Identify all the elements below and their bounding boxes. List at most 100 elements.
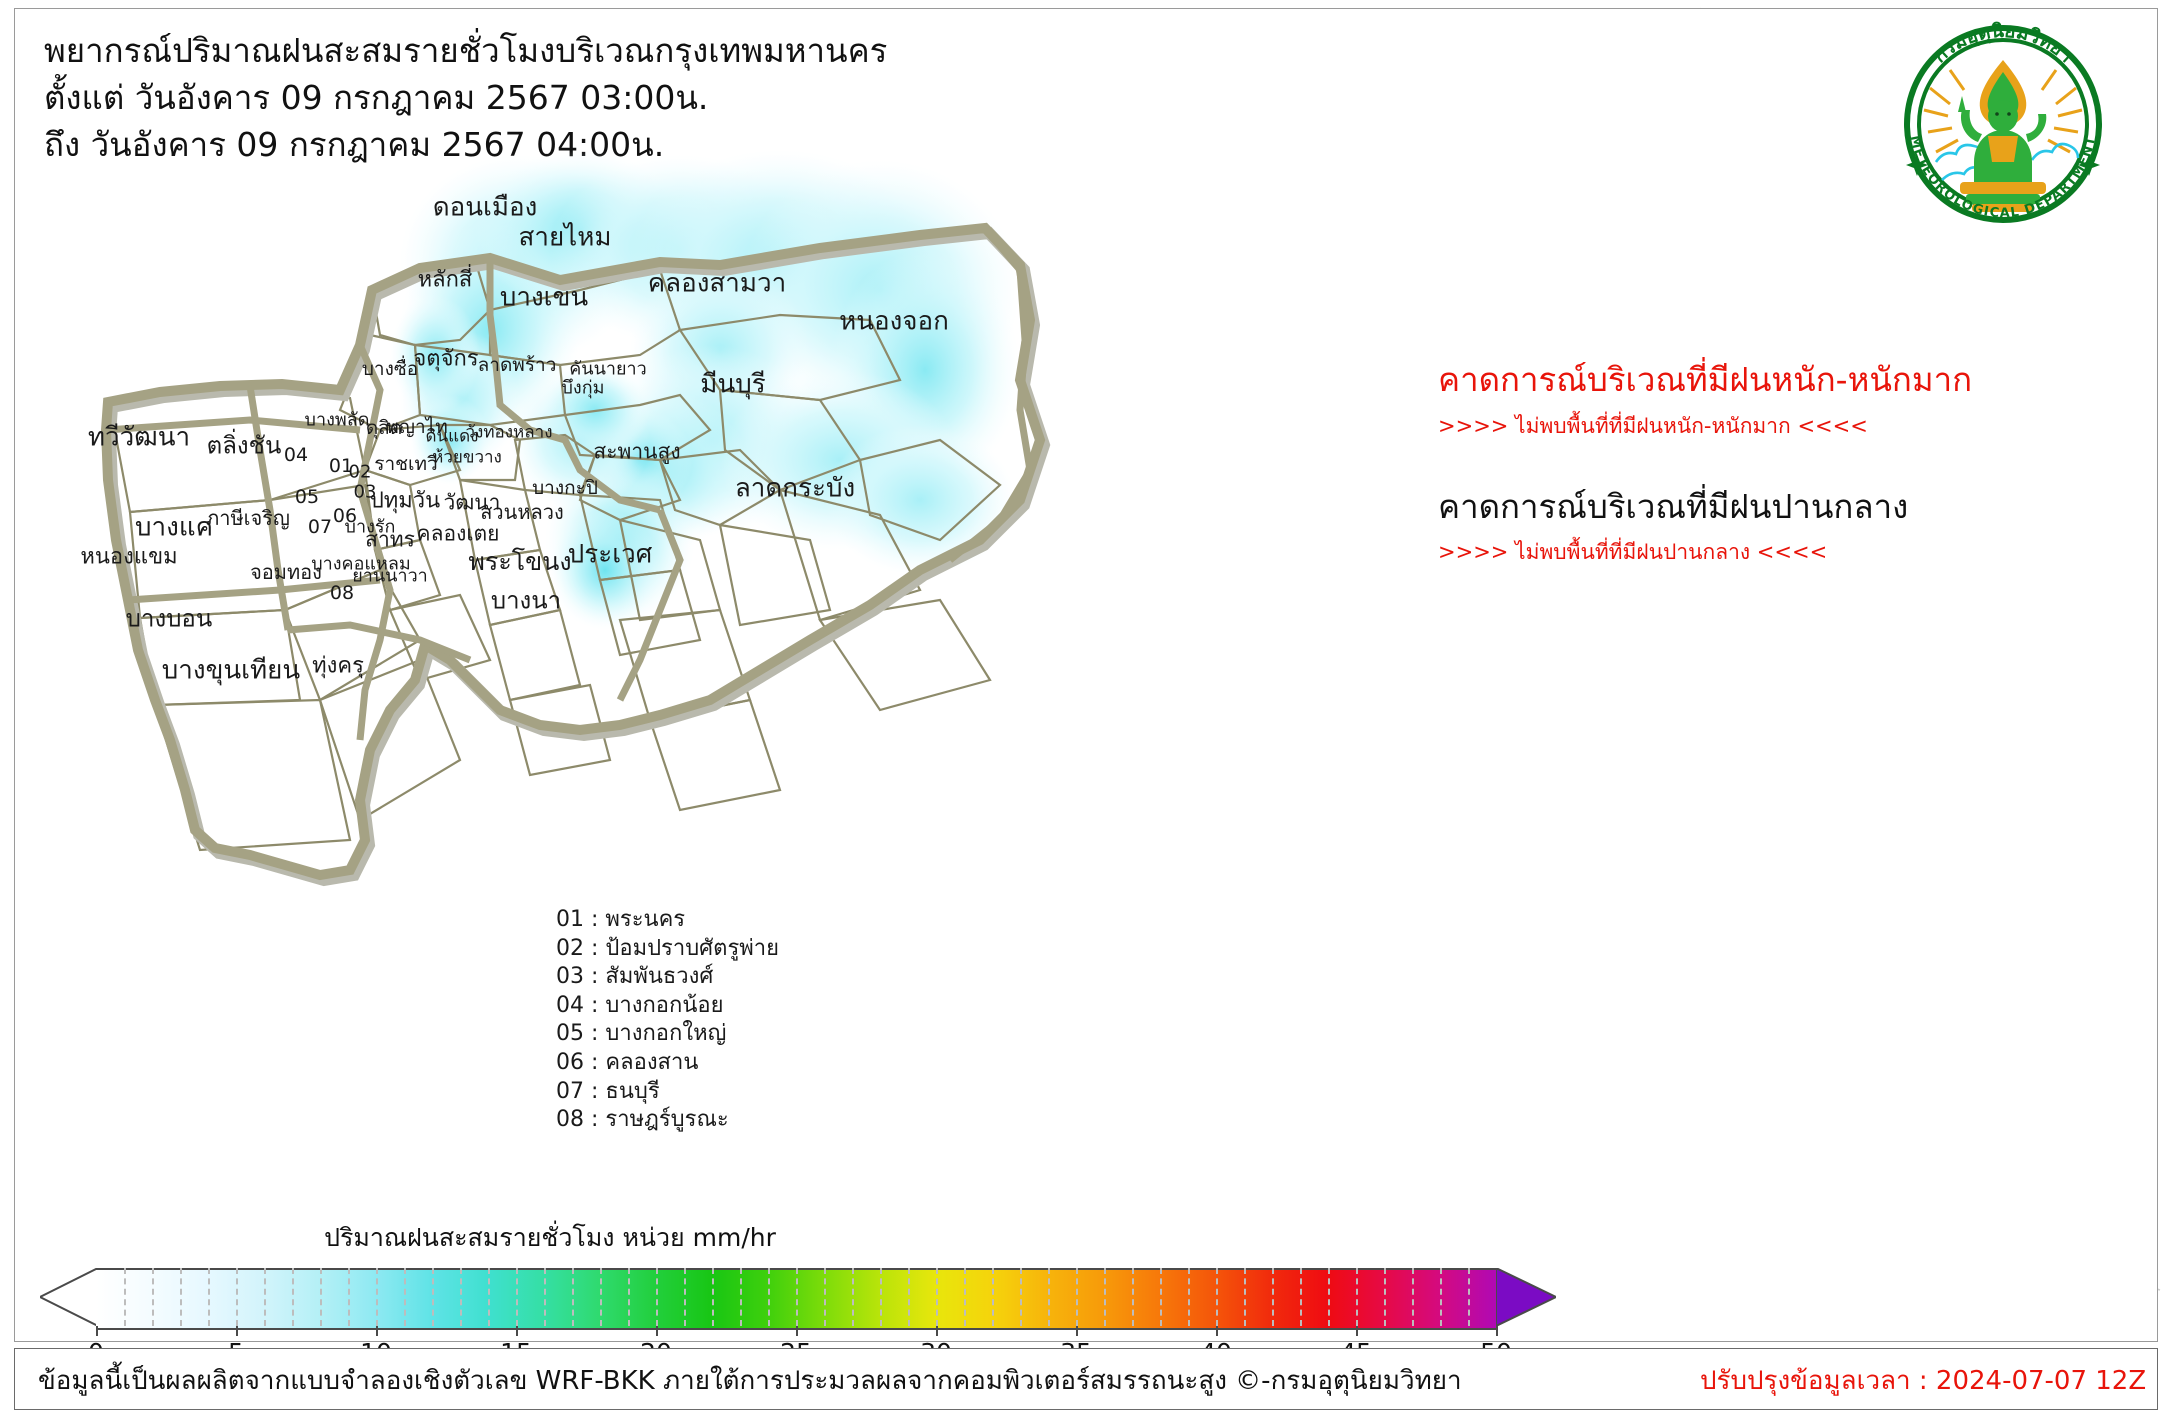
map-district-label: ราชเทวี xyxy=(374,453,438,475)
map-district-label: บางซื่อ xyxy=(361,358,419,380)
district-legend-name: คลองสาน xyxy=(605,1049,699,1075)
colorbar-minor-gridline xyxy=(1272,1268,1274,1326)
map-district-label: หลักสี่ xyxy=(417,267,473,293)
map-district-label: ดุสิต xyxy=(365,417,403,439)
colorbar-minor-gridline xyxy=(1384,1268,1386,1326)
colorbar-minor-gridline xyxy=(292,1268,294,1326)
district-legend-separator: : xyxy=(584,964,606,990)
colorbar-minor-gridline xyxy=(600,1268,602,1326)
map-district-label: พญาไท xyxy=(386,416,448,438)
colorbar-tick-mark xyxy=(1496,1326,1498,1336)
map-district-label: บางรัก xyxy=(344,516,396,538)
district-legend-code: 02 xyxy=(556,935,584,961)
map-district-label: 05 xyxy=(294,486,320,508)
colorbar-minor-gridline xyxy=(1412,1268,1414,1326)
map-district-label: บางคอแหลม xyxy=(311,553,411,575)
footer-credit: ข้อมูลนี้เป็นผลผลิตจากแบบจำลองเชิงตัวเลข… xyxy=(38,1366,1462,1396)
map-district-label: ดอนเมือง xyxy=(432,192,538,223)
district-legend-row: 03 : สัมพันธวงศ์ xyxy=(556,963,779,992)
colorbar-minor-gridline xyxy=(1076,1268,1078,1326)
colorbar-minor-gridline xyxy=(376,1268,378,1326)
district-legend-separator: : xyxy=(584,1049,606,1075)
colorbar-minor-gridline xyxy=(936,1268,938,1326)
map-district-label: ลาดพร้าว xyxy=(477,354,557,376)
map-district-label: วังทองหลาง xyxy=(465,422,553,443)
map-district-label: บางแค xyxy=(135,512,213,543)
district-legend-row: 01 : พระนคร xyxy=(556,906,779,935)
map-district-label: ห้วยขวาง xyxy=(432,447,502,468)
map-district-label: จอมทอง xyxy=(250,560,322,584)
map-district-label: ยานนาวา xyxy=(352,565,428,587)
colorbar-minor-gridline xyxy=(264,1268,266,1326)
map-district-label: ทวีวัฒนา xyxy=(87,422,191,453)
colorbar-minor-gridline xyxy=(1468,1268,1470,1326)
colorbar-minor-gridline xyxy=(404,1268,406,1326)
colorbar-minor-gridline xyxy=(544,1268,546,1326)
title-line-2: ตั้งแต่ วันอังคาร 09 กรกฎาคม 2567 03:00น… xyxy=(44,77,709,117)
map-district-label: ลาดกระบัง xyxy=(734,473,856,504)
colorbar-minor-gridline xyxy=(1188,1268,1190,1326)
forecast-info-panel: คาดการณ์บริเวณที่มีฝนหนัก-หนักมาก >>>> ไ… xyxy=(1438,360,2138,566)
heavy-rain-heading: คาดการณ์บริเวณที่มีฝนหนัก-หนักมาก xyxy=(1438,360,1973,399)
colorbar-minor-gridline xyxy=(628,1268,630,1326)
colorbar-minor-gridline xyxy=(656,1268,658,1326)
colorbar-minor-gridline xyxy=(516,1268,518,1326)
district-legend-name: ราษฎร์บูรณะ xyxy=(605,1107,729,1133)
map-district-label: ทุ่งครุ xyxy=(312,653,364,679)
district-legend-code: 01 xyxy=(556,907,584,932)
heavy-rain-result: >>>> ไม่พบพื้นที่ที่มีฝนหนัก-หนักมาก <<<… xyxy=(1438,413,1868,438)
district-legend-separator: : xyxy=(584,907,606,932)
colorbar-tick-mark xyxy=(516,1326,518,1336)
map-district-label: วัฒนา xyxy=(443,490,501,515)
colorbar-minor-gridline xyxy=(1300,1268,1302,1326)
map-district-label: 08 xyxy=(329,582,355,604)
colorbar-tick-mark xyxy=(1216,1326,1218,1336)
map-district-label: บางบอน xyxy=(125,604,213,633)
map-district-label: 01 xyxy=(328,455,354,477)
map-district-label: ตลิ่งชัน xyxy=(206,431,282,460)
map-svg xyxy=(100,150,1051,887)
map-district-label: บางกะปิ xyxy=(532,477,598,499)
map-district-label: 03 xyxy=(353,481,377,503)
colorbar-minor-gridline xyxy=(1048,1268,1050,1326)
colorbar-minor-gridline xyxy=(236,1268,238,1326)
colorbar-minor-gridline xyxy=(768,1268,770,1326)
moderate-rain-result: >>>> ไม่พบพื้นที่ที่มีฝนปานกลาง <<<< xyxy=(1438,540,1828,565)
map-district-label: บางนา xyxy=(490,586,562,615)
map-district-label: 07 xyxy=(307,516,333,538)
district-legend-row: 04 : บางกอกน้อย xyxy=(556,992,779,1021)
colorbar-tick-mark xyxy=(236,1326,238,1336)
map-district-label: สาทร xyxy=(365,527,415,552)
colorbar-tick-mark xyxy=(376,1326,378,1336)
colorbar-minor-gridline xyxy=(1132,1268,1134,1326)
district-legend-separator: : xyxy=(584,992,606,1018)
colorbar-minor-gridline xyxy=(1216,1268,1218,1326)
colorbar-tick-mark xyxy=(656,1326,658,1336)
district-legend-separator: : xyxy=(584,935,606,961)
colorbar-minor-gridline xyxy=(880,1268,882,1326)
colorbar-minor-gridline xyxy=(684,1268,686,1326)
district-legend-name: ป้อมปราบศัตรูพ่าย xyxy=(605,935,779,961)
district-legend-separator: : xyxy=(584,1107,606,1133)
colorbar-tick-mark xyxy=(796,1326,798,1336)
colorbar-max-arrow xyxy=(1496,1268,1556,1326)
footer-update-time: ปรับปรุงข้อมูลเวลา : 2024-07-07 12Z xyxy=(1700,1366,2147,1396)
colorbar-minor-gridline xyxy=(908,1268,910,1326)
colorbar-minor-gridline xyxy=(740,1268,742,1326)
district-legend-row: 06 : คลองสาน xyxy=(556,1049,779,1078)
map-district-label: 04 xyxy=(283,444,309,466)
district-legend-code: 07 xyxy=(556,1078,584,1104)
colorbar-minor-gridline xyxy=(964,1268,966,1326)
colorbar-minor-gridline xyxy=(208,1268,210,1326)
map-district-label: มีนบุรี xyxy=(700,369,766,400)
district-legend-name: ธนบุรี xyxy=(605,1078,660,1104)
colorbar-tick-mark xyxy=(936,1326,938,1336)
colorbar-minor-gridline xyxy=(852,1268,854,1326)
map-district-label: บางเขน xyxy=(499,282,589,313)
title-line-1: พยากรณ์ปริมาณฝนสะสมรายชั่วโมงบริเวณกรุงเ… xyxy=(44,31,888,70)
map-district-label: คลองสามวา xyxy=(647,268,787,299)
colorbar-minor-gridline xyxy=(992,1268,994,1326)
footer-frame xyxy=(14,1348,2158,1410)
colorbar-tick-mark xyxy=(1076,1326,1078,1336)
